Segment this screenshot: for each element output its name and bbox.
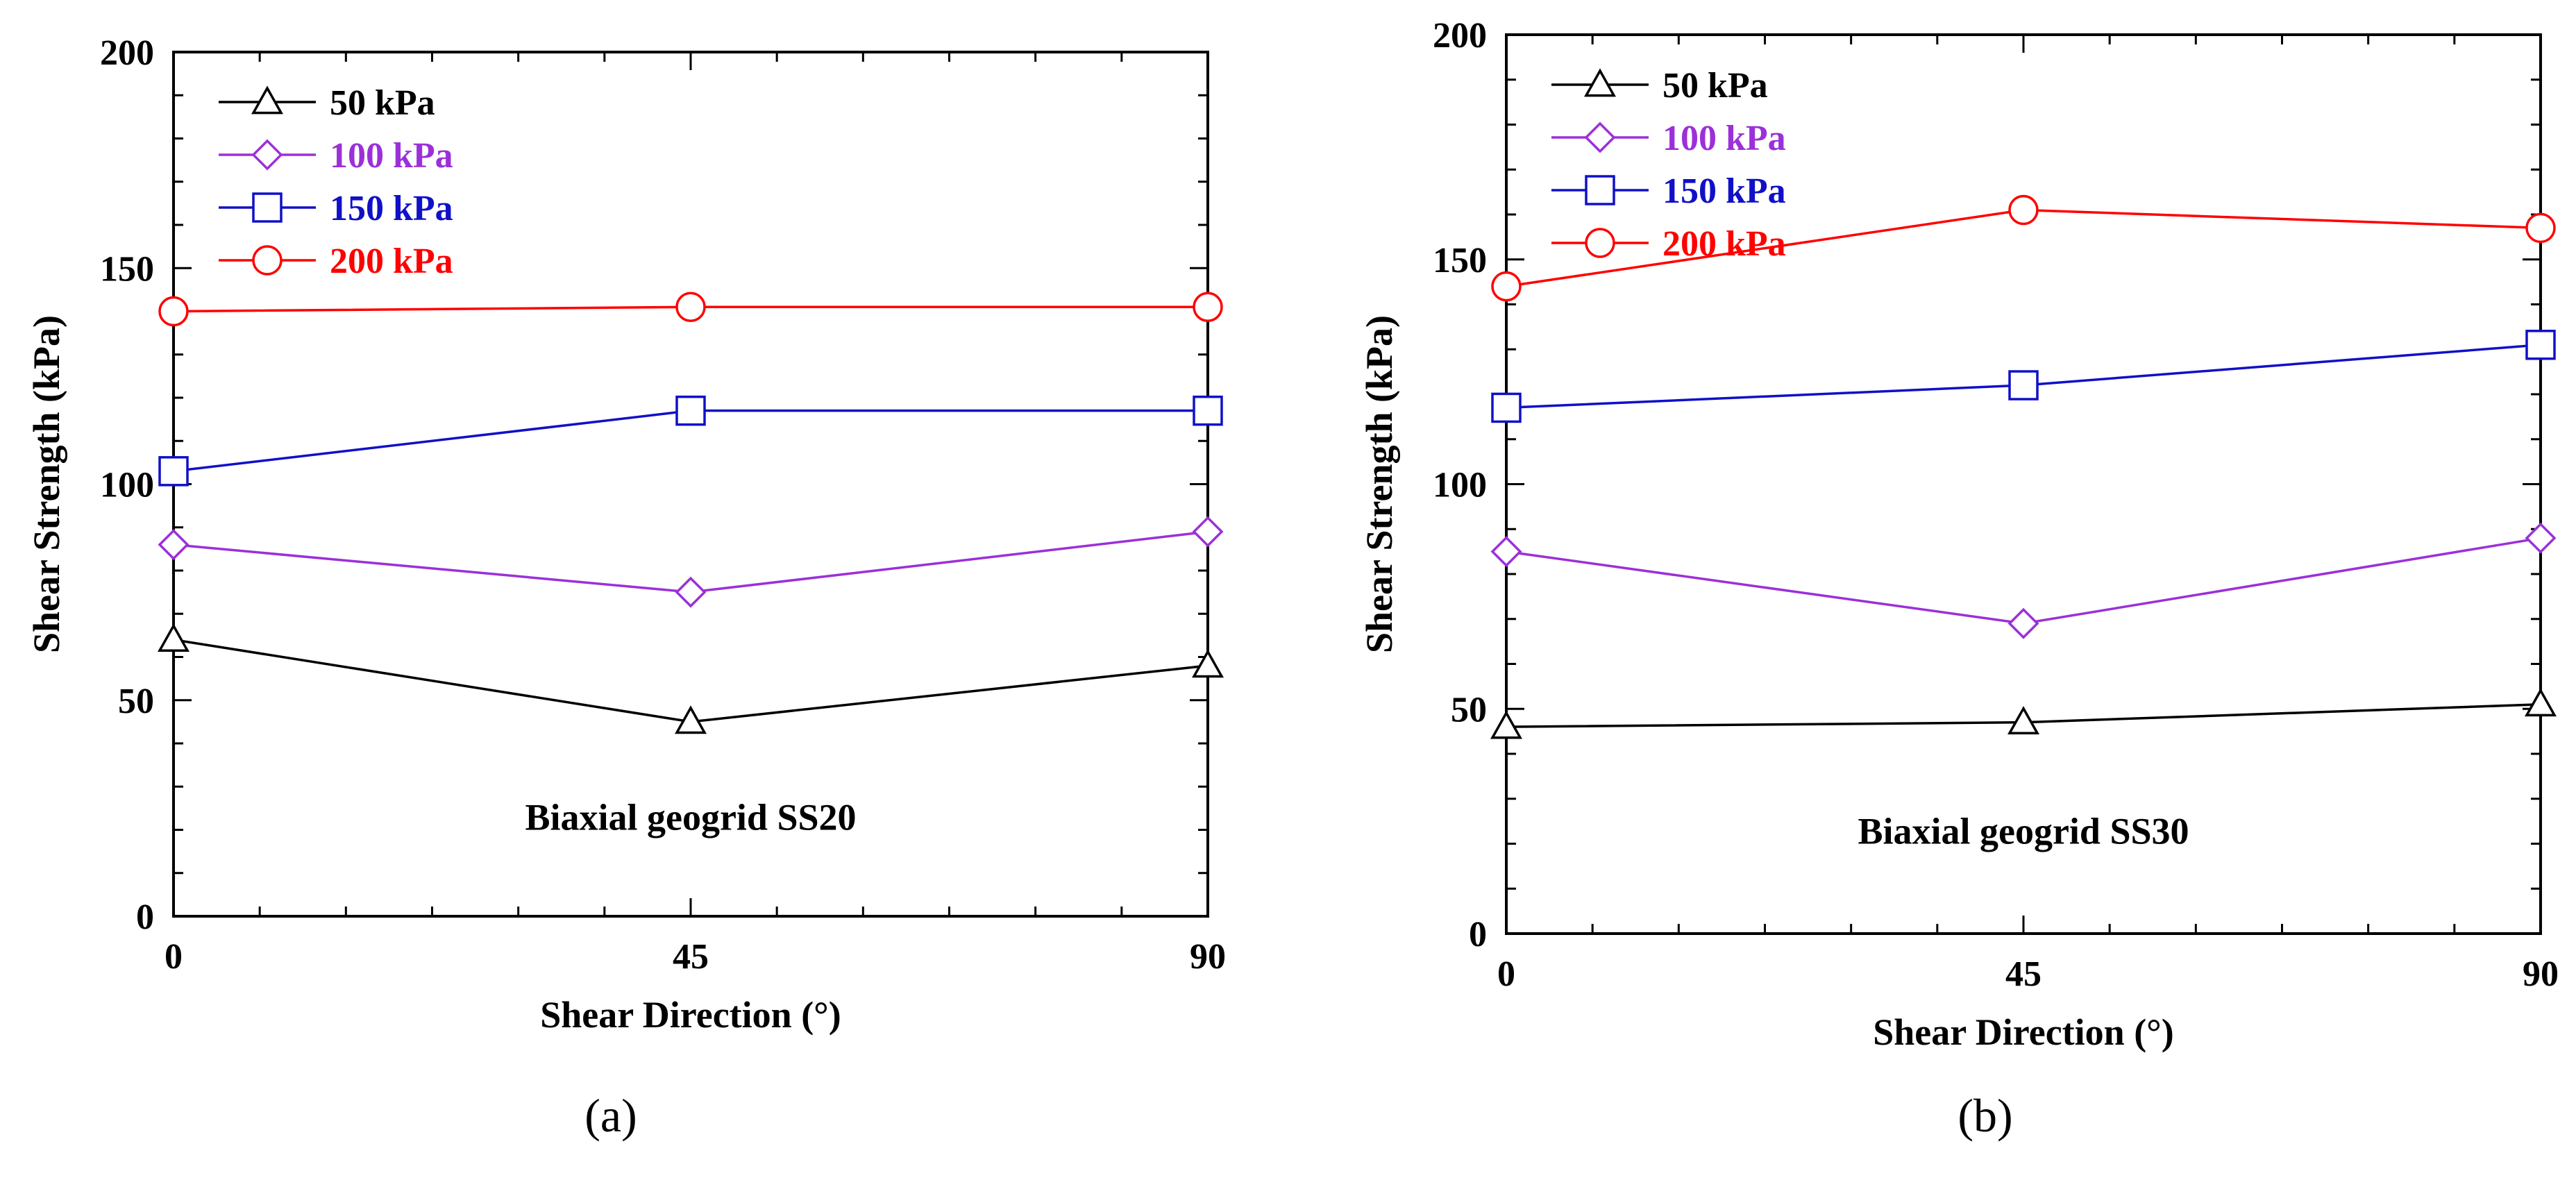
x-tick-label: 45	[2005, 954, 2042, 994]
legend-label: 100 kPa	[330, 136, 453, 176]
legend-label: 50 kPa	[330, 83, 435, 123]
data-point-triangle	[158, 623, 190, 652]
y-tick-label: 150	[100, 249, 154, 289]
data-point-circle	[675, 292, 706, 323]
x-tick-label: 90	[2523, 954, 2559, 994]
y-tick-label: 200	[1433, 16, 1487, 56]
plot-annotation: Biaxial geogrid SS30	[1858, 811, 2189, 852]
legend-marker-circle	[252, 245, 283, 276]
panel-a: 0 50 100 150 200 0 45 90 Shear Direction (°) Shea…	[26, 33, 1226, 1142]
legend-label: 200 kPa	[1662, 224, 1786, 264]
data-point-square	[1491, 392, 1522, 423]
legend-label: 50 kPa	[1662, 66, 1768, 106]
plot-frame	[172, 51, 1209, 918]
data-point-circle	[2525, 212, 2556, 244]
data-point-triangle	[1192, 649, 1224, 678]
data-point-circle	[2008, 194, 2039, 226]
data-point-circle	[158, 296, 189, 327]
data-point-triangle	[2525, 688, 2557, 717]
data-point-circle	[1491, 271, 1522, 302]
y-axis-title: Shear Strength (kPa)	[26, 315, 67, 653]
data-point-square	[2525, 330, 2556, 360]
y-tick-label: 200	[100, 33, 154, 73]
data-point-square	[1193, 395, 1223, 426]
data-point-triangle	[1490, 710, 1522, 739]
y-tick-label: 0	[1469, 915, 1487, 954]
y-tick-label: 100	[100, 466, 154, 505]
panel-b: 0 50 100 150 200 0 45 90 Shear Direction (°) Shea…	[1358, 16, 2559, 1142]
data-point-circle	[1193, 292, 1223, 323]
legend-marker-square	[1585, 175, 1615, 205]
legend-marker-triangle	[251, 85, 283, 115]
x-tick-label: 0	[165, 937, 183, 977]
y-tick-label: 0	[136, 897, 154, 937]
data-point-diamond	[1490, 536, 1522, 568]
x-tick-label: 45	[673, 937, 709, 977]
legend-label: 100 kPa	[1662, 119, 1786, 158]
y-tick-label: 50	[118, 682, 154, 721]
legend-marker-diamond	[1584, 121, 1616, 153]
data-point-diamond	[675, 576, 707, 608]
plot-frame	[1505, 33, 2542, 935]
data-point-diamond	[158, 529, 190, 561]
panel-caption: (a)	[584, 1089, 637, 1142]
legend-label: 150 kPa	[1662, 171, 1786, 211]
x-tick-label: 90	[1190, 937, 1226, 977]
data-point-triangle	[675, 705, 707, 734]
plot-annotation: Biaxial geogrid SS20	[525, 797, 856, 838]
x-axis-title: Shear Direction (°)	[540, 994, 841, 1036]
data-point-square	[2008, 370, 2039, 401]
x-axis-title: Shear Direction (°)	[1873, 1011, 2174, 1053]
legend-marker-square	[252, 192, 283, 223]
y-tick-label: 100	[1433, 466, 1487, 505]
x-tick-label: 0	[1497, 954, 1515, 994]
y-tick-label: 50	[1451, 690, 1487, 730]
y-tick-label: 150	[1433, 241, 1487, 280]
y-axis-title: Shear Strength (kPa)	[1358, 315, 1400, 653]
data-point-diamond	[1192, 516, 1224, 548]
legend-marker-circle	[1585, 228, 1615, 258]
legend-marker-triangle	[1584, 68, 1616, 97]
legend-label: 200 kPa	[330, 242, 453, 281]
data-point-square	[675, 395, 706, 426]
data-point-triangle	[2007, 706, 2039, 735]
legend-label: 150 kPa	[330, 189, 453, 228]
data-point-diamond	[2007, 607, 2039, 639]
panel-caption: (b)	[1958, 1089, 2012, 1142]
data-point-diamond	[2525, 522, 2557, 554]
legend-marker-diamond	[251, 139, 283, 171]
data-point-square	[158, 456, 189, 487]
